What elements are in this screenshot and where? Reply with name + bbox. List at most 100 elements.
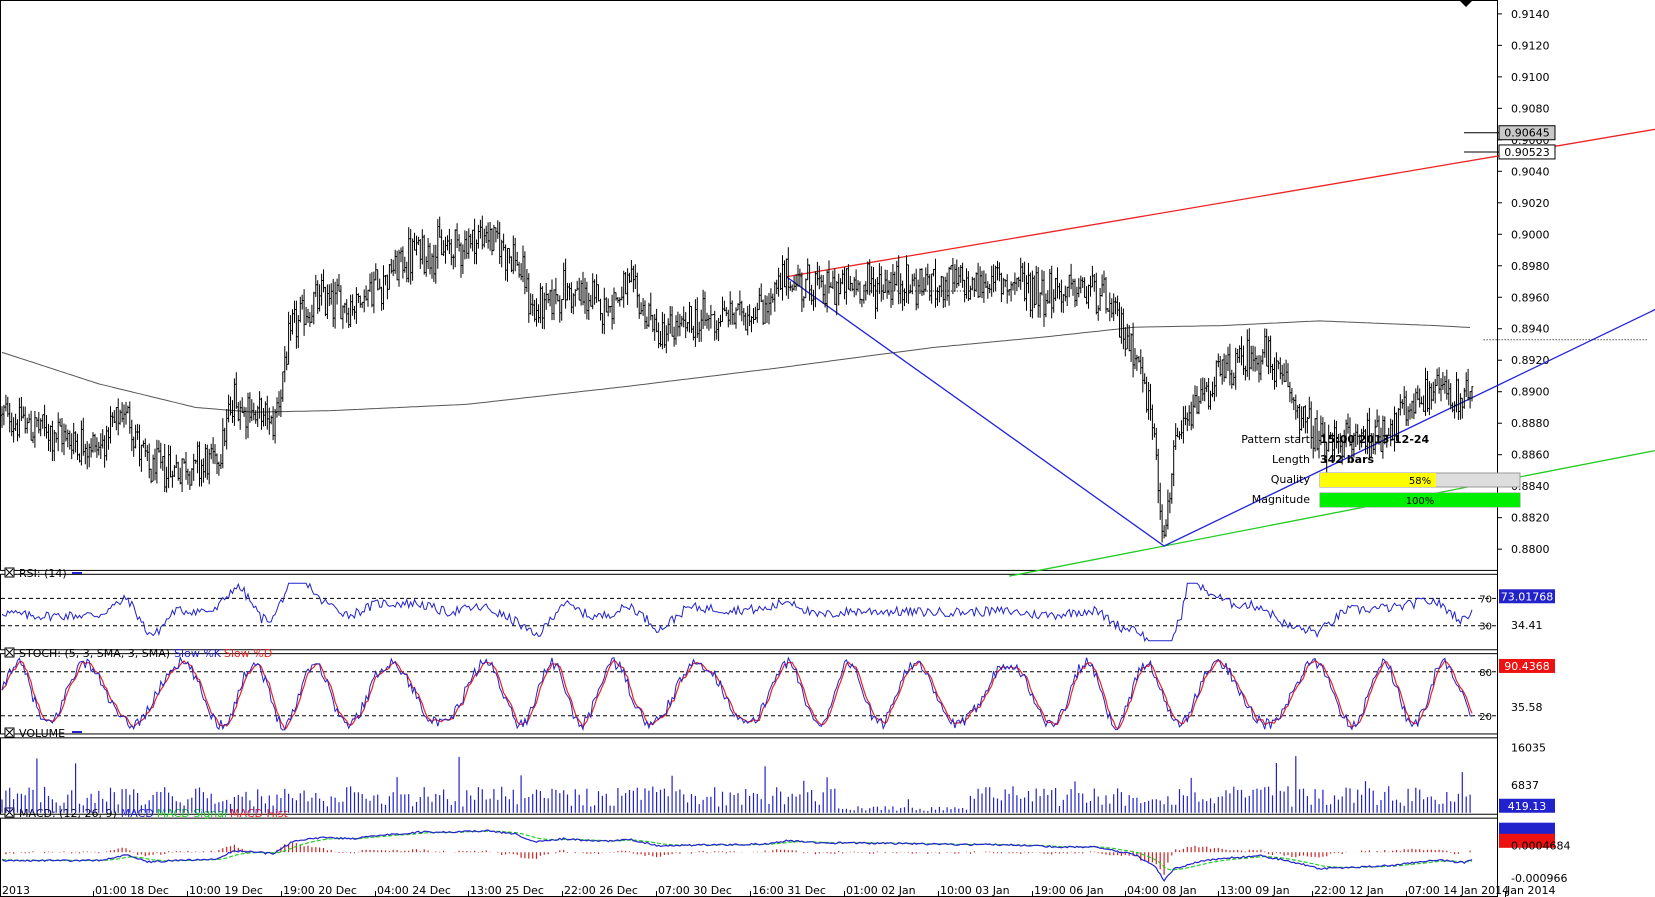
- macd-tick-label: -0.000966: [1511, 872, 1567, 885]
- price-tick-label: 0.9040: [1511, 165, 1550, 178]
- stoch-level-20: 20: [1479, 712, 1492, 723]
- volume-value-box: [1499, 798, 1555, 813]
- macd-line: [1, 829, 1473, 883]
- price-tick-label: 0.9020: [1511, 197, 1550, 210]
- support-line: [1008, 449, 1655, 577]
- stoch-level-80: 80: [1479, 668, 1492, 679]
- stoch-legend-d: Slow %D: [224, 647, 272, 660]
- time-tick-label: 13:00 09 Jan: [1220, 884, 1290, 897]
- rsi-line: [1, 582, 1473, 643]
- rsi-side-value: 34.41: [1511, 619, 1543, 632]
- time-tick-label: 01:00 02 Jan: [846, 884, 916, 897]
- price-label-box: [1498, 125, 1556, 141]
- time-tick-label: 10:00 19 Dec: [189, 884, 263, 897]
- time-tick-label: 07:00 30 Dec: [658, 884, 732, 897]
- price-labels: 0.90645 0.90523: [1464, 125, 1556, 160]
- macd-mid-value-box: [1499, 833, 1555, 848]
- scroll-arrow-shape: [1459, 0, 1473, 7]
- price-chart-lines: [1, 128, 1655, 577]
- price-label-box: [1498, 144, 1556, 160]
- rsi-level-30: 30: [1479, 622, 1492, 633]
- time-tick-label: 01:00 18 Dec: [95, 884, 169, 897]
- macd-tick-value: 0.0004684: [1511, 840, 1571, 853]
- zigzag-pattern-line: [786, 276, 1655, 547]
- price-tick-label: 0.8920: [1511, 354, 1550, 367]
- quality-label: Quality: [1271, 473, 1311, 486]
- price-label-value: 0.90523: [1504, 146, 1550, 159]
- stoch-value-text: 90.4368: [1504, 660, 1550, 673]
- volume-panel: VOLUME: [4, 727, 82, 740]
- rsi-panel: RSI: (14): [4, 567, 82, 580]
- price-tick-label: 0.8820: [1511, 512, 1550, 525]
- volume-bars: [1, 756, 1471, 813]
- stoch-title: STOCH: (5, 3, SMA, 3, SMA): [19, 647, 170, 660]
- length-label: Length: [1272, 453, 1310, 466]
- price-bars: [0, 215, 1474, 543]
- price-tick-label: 0.8860: [1511, 449, 1550, 462]
- price-tick-label: 0.9140: [1511, 8, 1550, 21]
- time-tick-label: 22:00 12 Jan: [1314, 884, 1384, 897]
- price-tick-label: 0.9080: [1511, 102, 1550, 115]
- quality-bar-fill: [1320, 473, 1436, 487]
- time-tick-label: 07:00 14 Jan 2014: [1408, 884, 1509, 897]
- stoch-side-value: 35.58: [1511, 701, 1543, 714]
- stoch-legend-k: Slow %K: [174, 647, 222, 660]
- rsi-level-70: 70: [1479, 594, 1492, 605]
- stoch-slow-d-line: [1, 659, 1473, 731]
- time-tick-label: 2013: [2, 884, 30, 897]
- time-tick-label: 04:00 24 Dec: [377, 884, 451, 897]
- time-tick-label: 04:00 08 Jan: [1127, 884, 1197, 897]
- price-tick-label: 0.8800: [1511, 543, 1550, 556]
- stoch-close-x-icon: [5, 648, 14, 657]
- price-tick-label: 0.8880: [1511, 417, 1550, 430]
- volume-close-x-icon: [5, 728, 14, 737]
- time-tick-label: Jan 2014: [1506, 884, 1555, 897]
- moving-average-line: [1, 320, 1471, 413]
- panel-frames: [0, 0, 1498, 897]
- rsi-title: RSI: (14): [19, 567, 67, 580]
- scroll-down-icon[interactable]: [1459, 0, 1473, 7]
- pattern-info-panel: Pattern start 15:00 2013-12-24 Length 34…: [1241, 433, 1521, 508]
- time-tick-label: 19:00 20 Dec: [283, 884, 357, 897]
- length-value: 342 bars: [1320, 453, 1375, 466]
- time-tick-label: 10:00 03 Jan: [940, 884, 1010, 897]
- price-label-value: 0.90645: [1504, 127, 1550, 140]
- svg-text:STOCH: (5, 3, SMA, 3, SMA)Slow: STOCH: (5, 3, SMA, 3, SMA) Slow %K Slow %D: [19, 647, 272, 660]
- indicator-drawings: 70 30 73.01768 34.41 80 20 90.4368 35.58 16035 68…: [1, 582, 1571, 885]
- price-tick-label: 0.8940: [1511, 323, 1550, 336]
- volume-tick-label: 16035: [1511, 741, 1546, 754]
- price-tick-label: 0.8840: [1511, 480, 1550, 493]
- stoch-slow-k-line: [1, 655, 1473, 732]
- rsi-close-x-icon: [5, 568, 14, 577]
- macd-top-value-box: [1499, 822, 1555, 837]
- time-tick-label: 16:00 31 Dec: [752, 884, 826, 897]
- magnitude-value: 100%: [1406, 496, 1435, 507]
- magnitude-label: Magnitude: [1252, 493, 1311, 506]
- macd-legend-hist: MACD Hist: [230, 807, 289, 820]
- price-tick-label: 0.9120: [1511, 39, 1550, 52]
- resistance-line: [786, 128, 1655, 278]
- macd-title: MACD: (12, 26, 9): [19, 807, 117, 820]
- volume-value-text: 419.13: [1508, 800, 1547, 813]
- stoch-value-box: [1499, 658, 1555, 673]
- price-tick-label: 0.8900: [1511, 386, 1550, 399]
- price-tick-label: 0.8980: [1511, 260, 1550, 273]
- time-tick-label: 13:00 25 Dec: [470, 884, 544, 897]
- price-tick-label: 0.9100: [1511, 71, 1550, 84]
- stoch-panel: STOCH: (5, 3, SMA, 3, SMA) Slow %K Slow %D: [4, 647, 272, 660]
- quality-value: 58%: [1409, 476, 1431, 487]
- ohlc-bar-series: [0, 215, 1474, 543]
- time-tick-label: 22:00 26 Dec: [564, 884, 638, 897]
- macd-histogram: [5, 842, 1471, 875]
- price-axis: 0.91400.91200.91000.90800.90600.90400.90…: [1497, 8, 1550, 556]
- price-tick-label: 0.8960: [1511, 291, 1550, 304]
- volume-tick-label: 6837: [1511, 779, 1539, 792]
- macd-legend-signal: MACD Signal: [157, 807, 227, 820]
- price-tick-label: 0.9000: [1511, 228, 1550, 241]
- magnitude-bar-fill: [1320, 493, 1520, 507]
- pattern-start-label: Pattern start: [1241, 433, 1310, 446]
- time-axis: 2013 01:00 18 Dec 10:00 19 Dec 19:00 20 Dec…: [0, 884, 1555, 897]
- rsi-value-box: [1499, 589, 1555, 604]
- pattern-start-value: 15:00 2013-12-24: [1320, 433, 1430, 446]
